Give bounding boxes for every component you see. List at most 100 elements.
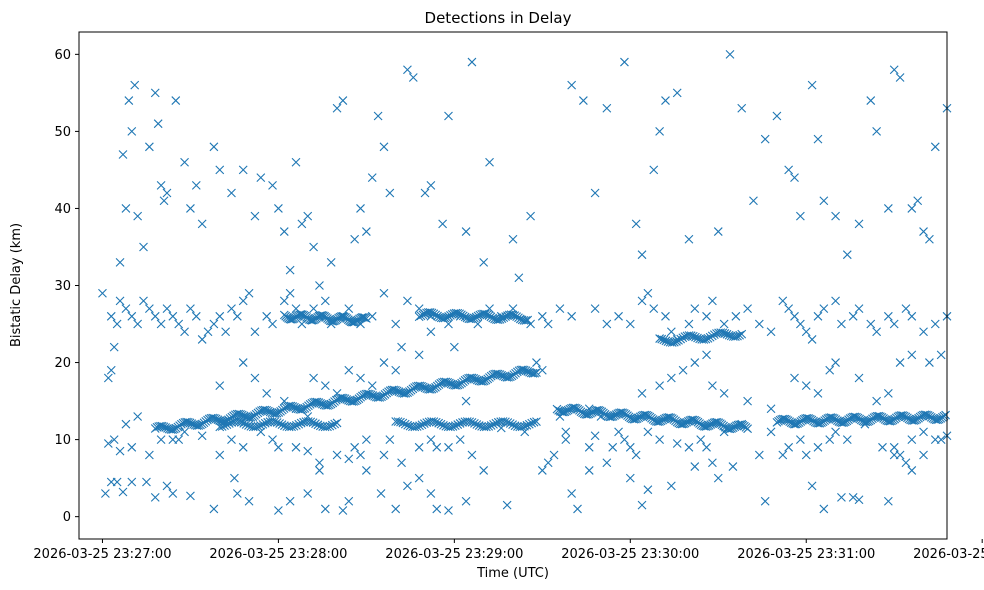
data-point-marker — [467, 450, 477, 460]
data-point-marker — [338, 311, 348, 321]
data-point-marker — [338, 506, 348, 515]
data-point-marker — [373, 111, 383, 121]
data-point-marker — [186, 304, 195, 314]
data-point-marker — [118, 150, 128, 159]
data-point-marker — [907, 435, 917, 444]
data-point-marker — [684, 442, 694, 452]
data-point-marker — [719, 427, 729, 437]
data-point-marker — [795, 319, 805, 329]
data-point-marker — [743, 304, 752, 314]
data-point-marker — [481, 422, 491, 432]
data-point-marker — [238, 296, 248, 306]
data-point-marker — [819, 504, 829, 514]
data-point-marker — [268, 435, 277, 444]
data-point-marker — [889, 319, 899, 329]
data-point-marker — [467, 57, 477, 67]
data-point-marker — [465, 373, 475, 383]
data-point-marker — [295, 404, 305, 414]
data-point-marker — [643, 288, 653, 298]
data-markers — [98, 49, 952, 515]
data-point-marker — [191, 311, 201, 321]
data-point-marker — [819, 196, 829, 206]
data-point-marker — [614, 311, 623, 321]
data-point-marker — [795, 435, 805, 444]
data-point-marker — [479, 257, 489, 267]
data-point-marker — [332, 450, 342, 460]
data-point-marker — [391, 365, 401, 375]
data-point-marker — [537, 466, 547, 475]
data-point-marker — [713, 473, 723, 483]
y-axis-ticks: 0 10 20 30 40 50 60 — [54, 48, 79, 525]
data-point-marker — [197, 219, 207, 229]
data-point-marker — [370, 392, 379, 401]
data-point-marker — [379, 358, 389, 367]
data-point-marker — [672, 439, 682, 448]
plot-frame — [78, 31, 948, 540]
data-point-marker — [655, 381, 665, 391]
data-point-marker — [224, 419, 234, 428]
data-point-marker — [485, 157, 494, 167]
data-point-marker — [182, 417, 191, 427]
data-point-marker — [725, 49, 735, 59]
data-point-marker — [262, 388, 272, 398]
data-point-marker — [889, 65, 899, 75]
data-point-marker — [124, 96, 134, 105]
data-point-marker — [649, 304, 659, 314]
data-point-marker — [232, 311, 242, 321]
data-point-marker — [602, 458, 612, 468]
data-point-marker — [258, 405, 268, 415]
data-point-marker — [451, 308, 461, 318]
data-point-marker — [754, 450, 764, 460]
data-point-marker — [568, 403, 578, 413]
data-point-marker — [524, 419, 534, 429]
data-point-marker — [444, 111, 453, 121]
data-point-marker — [672, 337, 681, 346]
data-point-marker — [291, 442, 301, 452]
data-point-marker — [525, 367, 534, 377]
data-point-marker — [790, 373, 799, 383]
data-point-marker — [754, 319, 764, 329]
data-point-marker — [837, 418, 847, 427]
data-point-marker — [733, 331, 742, 341]
data-point-marker — [376, 489, 386, 498]
data-point-marker — [150, 311, 160, 321]
data-point-marker — [285, 288, 295, 298]
data-point-marker — [866, 96, 876, 105]
data-point-marker — [461, 396, 471, 406]
data-point-marker — [423, 308, 433, 317]
data-point-marker — [854, 373, 864, 383]
data-point-marker — [209, 142, 219, 152]
data-point-marker — [385, 435, 395, 444]
data-point-marker — [826, 413, 836, 422]
data-point-marker — [268, 180, 277, 190]
chart-title: Detections in Delay — [425, 9, 572, 27]
data-point-marker — [854, 495, 864, 505]
data-point-marker — [291, 157, 301, 167]
data-point-marker — [426, 435, 436, 444]
data-point-marker — [344, 454, 354, 464]
data-point-marker — [901, 458, 911, 468]
y-axis-label: Bistatic Delay (km) — [9, 223, 24, 347]
data-point-marker — [889, 442, 899, 452]
data-point-marker — [450, 380, 460, 390]
data-point-marker — [778, 414, 788, 424]
data-point-marker — [180, 327, 189, 337]
data-point-marker — [112, 477, 122, 487]
data-point-marker — [253, 421, 263, 431]
y-tick-label: 0 — [63, 510, 71, 525]
data-point-marker — [895, 450, 905, 460]
data-point-marker — [537, 311, 547, 321]
data-point-marker — [484, 421, 494, 431]
data-point-marker — [373, 393, 383, 402]
data-point-marker — [106, 365, 116, 375]
data-point-marker — [743, 396, 752, 406]
data-point-marker — [684, 234, 694, 244]
data-point-marker — [439, 421, 448, 430]
data-point-marker — [168, 311, 178, 321]
data-point-marker — [455, 419, 465, 428]
data-point-marker — [896, 411, 906, 420]
data-point-marker — [625, 473, 635, 483]
data-point-marker — [883, 311, 893, 321]
data-point-marker — [215, 381, 225, 391]
data-point-marker — [702, 442, 711, 452]
